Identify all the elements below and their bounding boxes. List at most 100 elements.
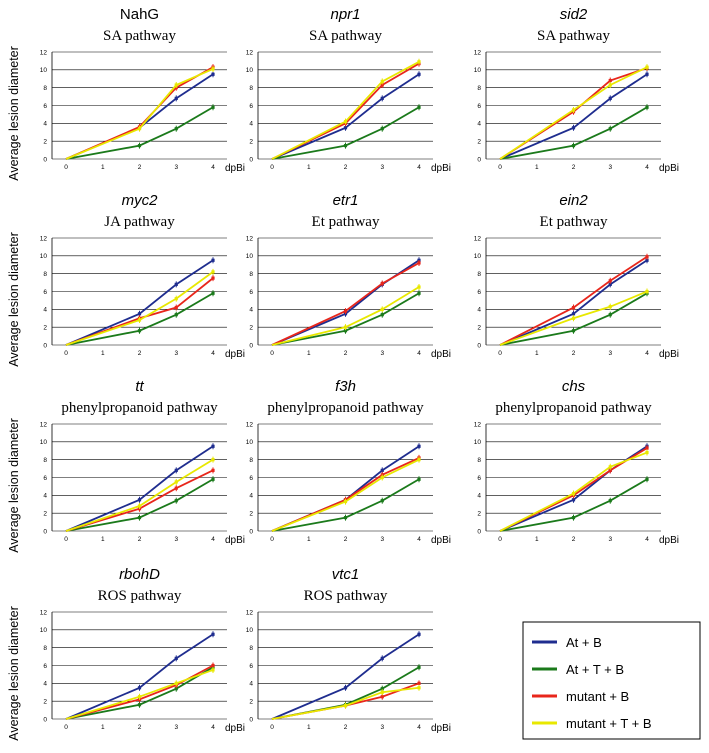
x-tick-label: 3 (174, 350, 178, 357)
data-point (571, 312, 576, 316)
x-tick-label: 1 (307, 350, 311, 357)
data-point (174, 687, 178, 691)
series-line-mutant-t-b (65, 669, 214, 720)
y-tick-label: 10 (246, 439, 254, 446)
data-point (417, 458, 421, 462)
data-point (380, 307, 384, 311)
series-line-mutant-t-b (271, 61, 420, 160)
y-tick-label: 12 (40, 609, 48, 616)
x-axis-unit: dpBi (431, 349, 451, 360)
data-point (343, 516, 348, 520)
y-tick-label: 8 (43, 271, 47, 278)
x-tick-label: 4 (211, 536, 215, 543)
y-tick-label: 2 (249, 138, 253, 145)
panel-title: myc2 (122, 192, 158, 209)
x-tick-label: 2 (572, 536, 576, 543)
panel-title: npr1 (330, 6, 360, 23)
x-axis-unit: dpBi (659, 349, 679, 360)
y-tick-label: 10 (246, 627, 254, 634)
y-tick-label: 6 (477, 475, 481, 482)
y-tick-label: 8 (249, 271, 253, 278)
y-tick-label: 0 (249, 342, 253, 349)
data-point (211, 468, 215, 472)
x-tick-label: 2 (138, 350, 142, 357)
y-tick-label: 12 (474, 49, 482, 56)
y-tick-label: 12 (40, 235, 48, 242)
y-tick-label: 4 (43, 681, 47, 688)
data-point (343, 309, 348, 313)
y-tick-label: 4 (477, 307, 481, 314)
data-point (343, 499, 348, 504)
data-point (380, 695, 384, 699)
y-tick-label: 12 (246, 421, 254, 428)
data-point (343, 144, 348, 148)
y-tick-label: 10 (474, 439, 482, 446)
x-tick-label: 0 (498, 536, 502, 543)
y-tick-label: 8 (249, 645, 253, 652)
data-point (174, 127, 178, 131)
panel-subtitle: ROS pathway (98, 588, 182, 604)
x-tick-label: 1 (535, 164, 539, 171)
y-tick-label: 10 (40, 439, 48, 446)
data-point (137, 686, 142, 690)
data-point (608, 127, 612, 131)
data-point (380, 499, 384, 503)
y-tick-label: 2 (477, 138, 481, 145)
x-tick-label: 1 (307, 724, 311, 731)
legend-label: mutant + B (566, 689, 629, 704)
x-tick-label: 4 (645, 536, 649, 543)
data-point (417, 444, 421, 448)
series-line-at-t-b (499, 478, 648, 532)
data-point (343, 704, 348, 708)
series-line-mutant-t-b (65, 68, 214, 160)
y-tick-label: 2 (249, 324, 253, 331)
series-line-mutant-t-b (65, 271, 214, 346)
x-tick-label: 3 (380, 164, 384, 171)
data-point (343, 119, 348, 124)
data-point (174, 313, 178, 317)
data-point (174, 282, 178, 286)
data-point (645, 289, 649, 294)
data-point (608, 78, 612, 83)
data-point (211, 72, 215, 76)
data-point (380, 281, 384, 286)
data-point (380, 468, 384, 472)
series-line-at-t-b (271, 478, 420, 532)
x-tick-label: 0 (64, 724, 68, 731)
data-point (645, 105, 649, 109)
y-tick-label: 0 (477, 156, 481, 163)
y-tick-label: 0 (43, 342, 47, 349)
data-point (211, 105, 215, 109)
panel-subtitle: phenylpropanoid pathway (267, 400, 424, 416)
panel-subtitle: phenylpropanoid pathway (61, 400, 218, 416)
data-point (211, 663, 215, 668)
panel-title: f3h (335, 378, 356, 395)
y-tick-label: 6 (43, 475, 47, 482)
y-tick-label: 10 (474, 67, 482, 74)
data-point (645, 477, 649, 481)
data-point (608, 499, 612, 503)
x-tick-label: 0 (270, 724, 274, 731)
x-tick-label: 3 (380, 350, 384, 357)
y-tick-label: 4 (477, 121, 481, 128)
series-line-at-b (499, 73, 648, 160)
y-tick-label: 8 (43, 645, 47, 652)
series-line-at-t-b (65, 666, 214, 720)
panel-title: sid2 (560, 6, 588, 23)
data-point (380, 656, 384, 660)
x-tick-label: 0 (64, 536, 68, 543)
x-tick-label: 4 (417, 350, 421, 357)
data-point (137, 703, 142, 707)
x-tick-label: 3 (174, 164, 178, 171)
x-tick-label: 0 (64, 350, 68, 357)
data-point (174, 486, 178, 490)
data-point (343, 686, 348, 690)
data-point (645, 450, 649, 455)
